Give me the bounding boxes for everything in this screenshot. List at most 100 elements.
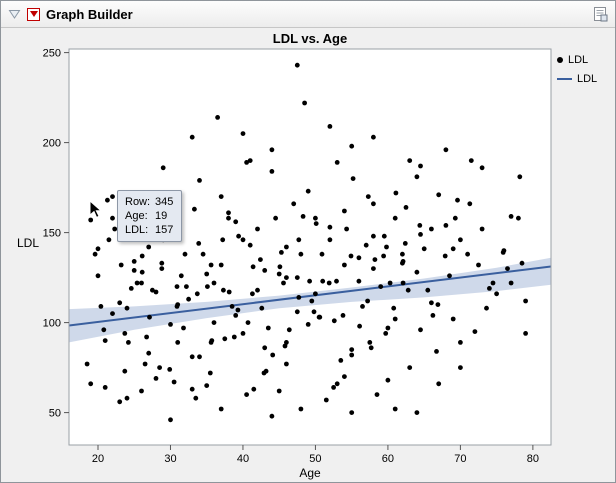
data-point[interactable] <box>218 262 224 268</box>
data-point[interactable] <box>192 206 197 212</box>
data-point[interactable] <box>110 194 115 200</box>
data-point[interactable] <box>334 381 340 387</box>
legend-item-line[interactable]: LDL <box>557 73 597 85</box>
data-point[interactable] <box>374 392 380 397</box>
data-point[interactable] <box>327 124 333 129</box>
data-point[interactable] <box>168 417 173 423</box>
data-point[interactable] <box>405 287 411 293</box>
data-point[interactable] <box>175 340 181 345</box>
data-point[interactable] <box>269 147 275 153</box>
data-point[interactable] <box>349 143 355 149</box>
red-triangle-menu-icon[interactable] <box>27 7 40 21</box>
data-point[interactable] <box>92 251 98 257</box>
data-point[interactable] <box>348 253 354 259</box>
data-point[interactable] <box>153 289 159 295</box>
data-point[interactable] <box>124 395 130 401</box>
data-point[interactable] <box>319 251 325 257</box>
data-point[interactable] <box>168 322 173 327</box>
data-point[interactable] <box>122 331 128 336</box>
data-point[interactable] <box>313 221 319 227</box>
data-point[interactable] <box>126 340 131 345</box>
data-point[interactable] <box>392 406 398 412</box>
data-point[interactable] <box>490 280 496 286</box>
data-point[interactable] <box>159 266 165 271</box>
data-point[interactable] <box>184 284 189 289</box>
data-point[interactable] <box>393 190 399 196</box>
data-point[interactable] <box>117 399 123 405</box>
data-point[interactable] <box>302 100 307 106</box>
data-point[interactable] <box>443 223 449 228</box>
data-point[interactable] <box>105 197 110 203</box>
data-point[interactable] <box>235 307 241 313</box>
data-point[interactable] <box>218 194 224 200</box>
data-point[interactable] <box>263 368 269 374</box>
data-point[interactable] <box>385 377 391 383</box>
data-point[interactable] <box>465 251 470 257</box>
data-point[interactable] <box>139 253 145 259</box>
data-point[interactable] <box>182 251 188 257</box>
data-point[interactable] <box>258 257 263 262</box>
data-point[interactable] <box>472 329 478 334</box>
data-point[interactable] <box>204 383 210 388</box>
data-point[interactable] <box>273 215 278 221</box>
data-point[interactable] <box>147 314 152 320</box>
data-point[interactable] <box>367 340 373 345</box>
data-point[interactable] <box>291 201 297 207</box>
data-point[interactable] <box>298 406 304 412</box>
data-point[interactable] <box>338 358 344 363</box>
data-point[interactable] <box>262 268 268 273</box>
data-point[interactable] <box>144 334 150 340</box>
data-point[interactable] <box>479 165 485 171</box>
data-point[interactable] <box>218 406 224 412</box>
data-point[interactable] <box>320 278 326 284</box>
data-point[interactable] <box>436 192 442 198</box>
data-point[interactable] <box>356 255 362 261</box>
data-point[interactable] <box>455 197 460 203</box>
data-point[interactable] <box>500 250 506 255</box>
data-point[interactable] <box>189 354 195 360</box>
data-point[interactable] <box>279 250 284 255</box>
data-point[interactable] <box>450 246 456 252</box>
data-point[interactable] <box>240 237 246 243</box>
data-point[interactable] <box>174 284 180 289</box>
data-point[interactable] <box>244 392 250 397</box>
data-point[interactable] <box>286 327 292 333</box>
data-point[interactable] <box>450 316 456 322</box>
data-point[interactable] <box>307 278 312 284</box>
data-point[interactable] <box>296 237 302 243</box>
data-point[interactable] <box>494 291 499 297</box>
data-point[interactable] <box>342 374 347 379</box>
data-point[interactable] <box>458 365 463 370</box>
data-point[interactable] <box>326 280 332 286</box>
data-point[interactable] <box>505 266 510 271</box>
data-point[interactable] <box>159 260 165 266</box>
data-point[interactable] <box>262 345 268 351</box>
data-point[interactable] <box>436 381 442 387</box>
data-point[interactable] <box>208 262 214 268</box>
data-point[interactable] <box>381 253 386 259</box>
data-point[interactable] <box>418 163 423 169</box>
data-point[interactable] <box>519 260 525 266</box>
data-point[interactable] <box>349 352 355 358</box>
data-point[interactable] <box>282 343 288 349</box>
data-point[interactable] <box>360 304 365 309</box>
data-point[interactable] <box>226 289 232 295</box>
data-point[interactable] <box>356 278 362 284</box>
data-point[interactable] <box>255 287 260 293</box>
data-point[interactable] <box>157 365 163 370</box>
data-point[interactable] <box>331 385 336 390</box>
data-point[interactable] <box>247 158 253 164</box>
data-point[interactable] <box>284 361 289 367</box>
data-point[interactable] <box>418 232 423 237</box>
data-point[interactable] <box>414 269 420 275</box>
data-point[interactable] <box>255 226 260 232</box>
data-point[interactable] <box>365 194 371 200</box>
data-point[interactable] <box>240 131 246 136</box>
data-point[interactable] <box>181 325 186 331</box>
data-point[interactable] <box>517 174 523 180</box>
data-point[interactable] <box>284 244 289 250</box>
data-point[interactable] <box>340 313 346 318</box>
data-point[interactable] <box>112 226 118 232</box>
data-point[interactable] <box>357 323 362 329</box>
data-point[interactable] <box>443 147 449 153</box>
